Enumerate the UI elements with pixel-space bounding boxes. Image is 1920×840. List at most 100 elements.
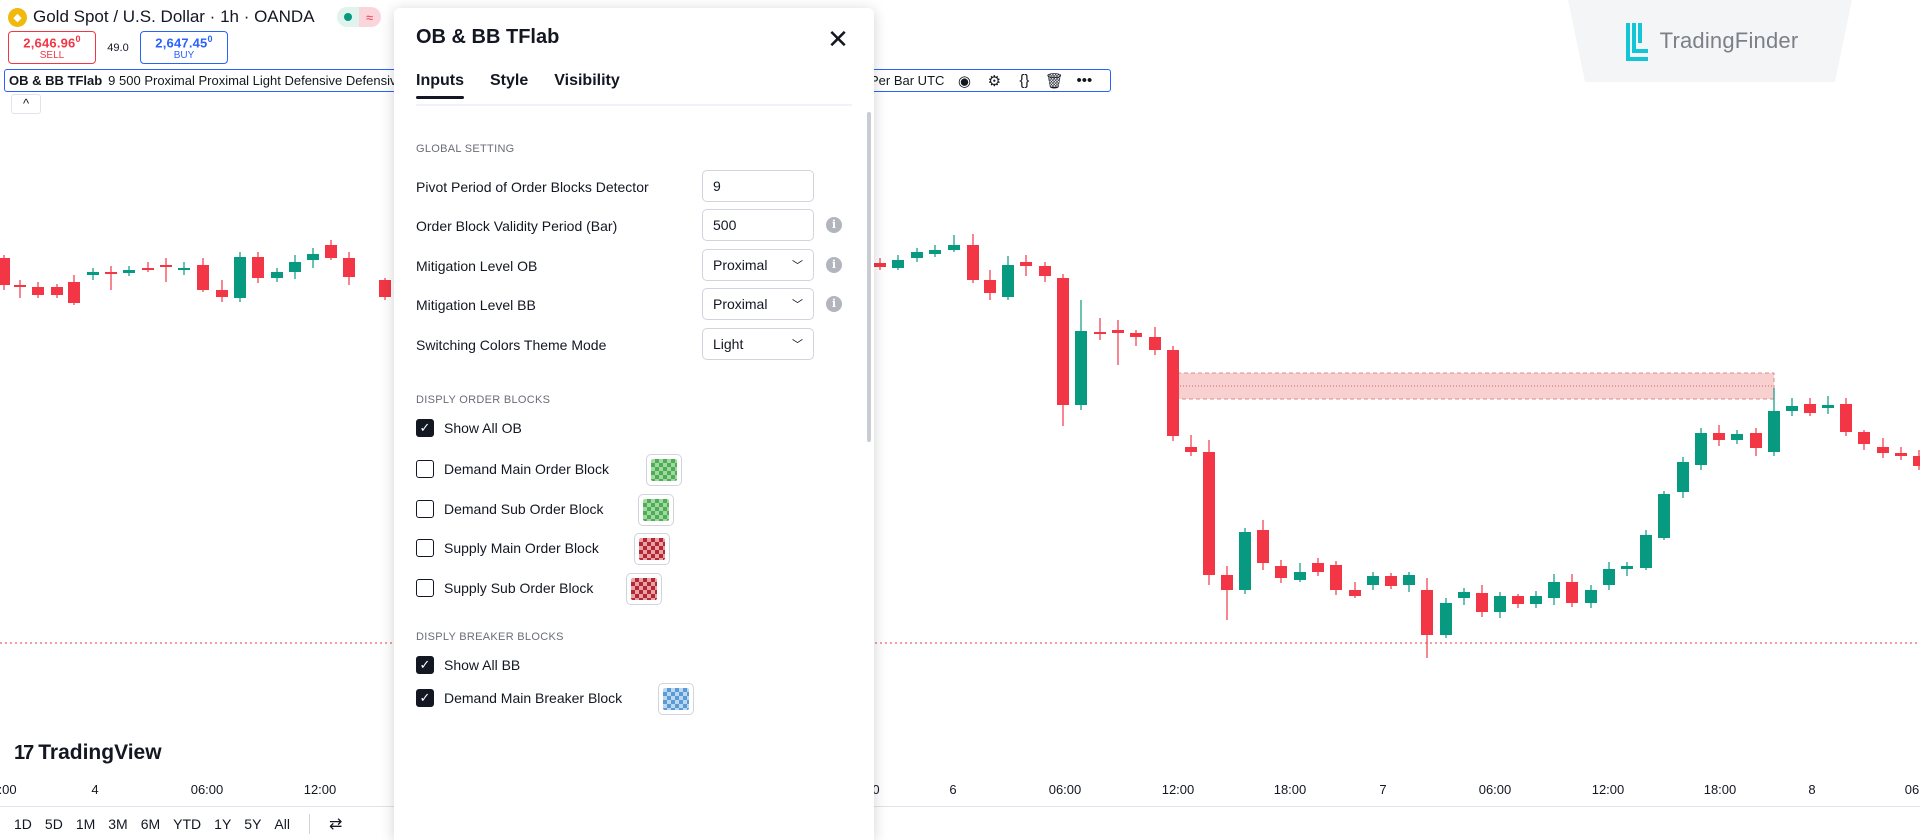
info-icon[interactable]: i [826, 296, 842, 312]
delete-icon[interactable]: 🗑 [1044, 72, 1064, 90]
buy-button[interactable]: 2,647.450 BUY [140, 31, 228, 64]
bull-candle [1677, 462, 1689, 492]
pivot-period-input[interactable]: 9 [702, 170, 814, 202]
toolbar-divider [308, 813, 310, 834]
demand-main-ob-color-swatch[interactable] [646, 454, 682, 486]
theme-mode-select[interactable]: Light ﹀ [702, 328, 814, 360]
checkbox-icon[interactable] [416, 460, 434, 478]
more-icon[interactable]: ••• [1076, 72, 1093, 89]
range-5d[interactable]: 5D [44, 815, 63, 832]
bear-candle [1566, 582, 1578, 603]
bull-candle [1822, 405, 1834, 408]
section-breaker-blocks: DISPLY BREAKER BLOCKS [416, 631, 564, 643]
demand-main-bb-color-swatch[interactable] [658, 683, 694, 715]
range-6m[interactable]: 6M [140, 815, 161, 832]
mitigation-bb-select[interactable]: Proximal ﹀ [702, 288, 814, 320]
sell-label: SELL [39, 50, 65, 62]
sell-button[interactable]: 2,646.960 SELL [8, 31, 96, 64]
demand-sub-ob-color-swatch[interactable] [638, 494, 674, 526]
symbol-title[interactable]: Gold Spot / U.S. Dollar · 1h · OANDA [33, 7, 315, 26]
close-icon[interactable]: ✕ [827, 24, 849, 54]
supply-main-ob-check[interactable]: Supply Main Order Block [416, 539, 599, 557]
market-open-icon [336, 7, 359, 27]
checkbox-checked-icon[interactable]: ✓ [416, 689, 434, 707]
buy-label: BUY [173, 50, 195, 62]
bear-candle [14, 285, 26, 287]
bear-candle [1275, 566, 1287, 578]
info-icon[interactable]: i [826, 217, 842, 233]
bull-candle [1494, 596, 1506, 612]
tradingfinder-logo-icon [1625, 23, 1648, 61]
bear-candle [379, 280, 391, 297]
color-fill [631, 578, 657, 600]
theme-mode-value: Light [713, 336, 744, 352]
bear-candle [1804, 404, 1816, 413]
chevron-down-icon: ﹀ [792, 260, 803, 272]
indicator-name: OB & BB TFlab [9, 73, 103, 88]
eye-icon[interactable]: ◉ [957, 72, 971, 90]
market-status[interactable]: ≈ [336, 7, 381, 27]
bear-candle [874, 263, 886, 267]
bull-candle [1530, 596, 1542, 604]
bull-candle [948, 245, 960, 250]
validity-period-input[interactable]: 500 [702, 209, 814, 241]
show-all-ob-check[interactable]: ✓ Show All OB [416, 419, 522, 437]
checkbox-icon[interactable] [416, 579, 434, 597]
range-all[interactable]: All [274, 815, 290, 832]
settings-icon[interactable]: ⚙ [987, 72, 1002, 90]
bear-candle [142, 268, 154, 270]
bear-candle [1858, 432, 1870, 444]
bear-candle [1512, 596, 1524, 604]
tradingview-logo-icon: 17 [14, 741, 34, 764]
range-5y[interactable]: 5Y [244, 815, 262, 832]
demand-main-ob-check[interactable]: Demand Main Order Block [416, 460, 609, 478]
dialog-body: GLOBAL SETTING Pivot Period of Order Blo… [394, 108, 874, 840]
show-all-bb-label: Show All BB [444, 657, 521, 673]
pivot-period-label: Pivot Period of Order Blocks Detector [416, 179, 649, 195]
bear-candle [216, 290, 228, 297]
checkbox-icon[interactable] [416, 500, 434, 518]
range-1d[interactable]: 1D [14, 815, 32, 832]
bear-candle [1895, 453, 1907, 456]
bull-candle [1548, 582, 1560, 598]
show-all-bb-check[interactable]: ✓ Show All BB [416, 656, 520, 674]
supply-sub-ob-check[interactable]: Supply Sub Order Block [416, 579, 593, 597]
mitigation-ob-select[interactable]: Proximal ﹀ [702, 249, 814, 281]
range-1y[interactable]: 1Y [214, 815, 232, 832]
demand-sub-ob-check[interactable]: Demand Sub Order Block [416, 500, 604, 518]
checkbox-icon[interactable] [416, 539, 434, 557]
bear-candle [967, 245, 979, 280]
bear-candle [1349, 590, 1361, 596]
tab-style[interactable]: Style [490, 72, 529, 89]
time-label: 4 [91, 782, 99, 797]
section-order-blocks: DISPLY ORDER BLOCKS [416, 394, 551, 406]
supply-main-ob-color-swatch[interactable] [634, 533, 670, 565]
time-label: 06:00 [1048, 782, 1082, 797]
bull-candle [1768, 411, 1780, 452]
source-code-icon[interactable]: {} [1019, 72, 1030, 89]
range-1m[interactable]: 1M [75, 815, 96, 832]
bear-candle [1840, 404, 1852, 432]
bull-candle [87, 272, 99, 275]
range-ytd[interactable]: YTD [173, 815, 202, 832]
demand-main-bb-check[interactable]: ✓ Demand Main Breaker Block [416, 689, 622, 707]
tradingview-text: TradingView [38, 741, 162, 764]
dialog-scrollbar[interactable] [867, 112, 871, 442]
time-axis[interactable]: 0:00 4 06:00 12:00 0 6 06:00 12:00 18:00… [0, 780, 1920, 800]
bear-candle [1421, 590, 1433, 635]
bull-candle [1621, 566, 1633, 569]
go-to-date-icon[interactable]: ⇄ [328, 815, 343, 833]
collapse-legend-button[interactable]: ^ [11, 94, 41, 114]
range-3m[interactable]: 3M [108, 815, 128, 832]
tradingview-logo[interactable]: 17 TradingView [14, 741, 162, 765]
bull-candle [1786, 406, 1798, 411]
tab-visibility[interactable]: Visibility [554, 72, 620, 89]
bear-candle [1257, 530, 1269, 563]
tab-inputs[interactable]: Inputs [416, 72, 464, 99]
info-icon[interactable]: i [826, 257, 842, 273]
checkbox-checked-icon[interactable]: ✓ [416, 419, 434, 437]
checkbox-checked-icon[interactable]: ✓ [416, 656, 434, 674]
supply-sub-ob-color-swatch[interactable] [626, 573, 662, 605]
